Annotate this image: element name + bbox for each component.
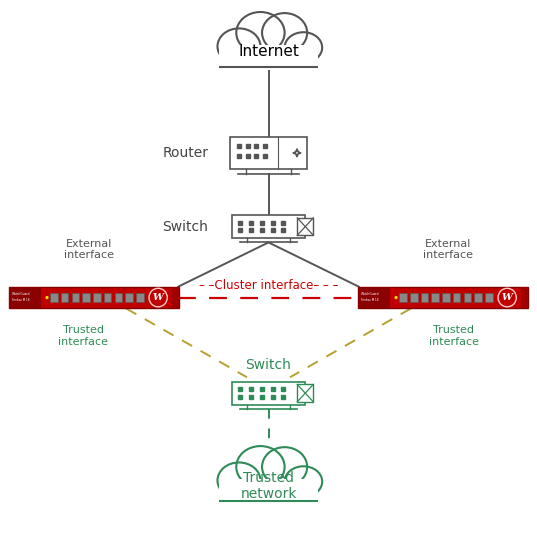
FancyBboxPatch shape: [485, 293, 493, 302]
Text: Internet: Internet: [238, 44, 299, 60]
FancyBboxPatch shape: [61, 293, 68, 302]
Ellipse shape: [236, 12, 285, 54]
Text: Trusted
network: Trusted network: [240, 471, 297, 501]
FancyBboxPatch shape: [219, 45, 318, 68]
FancyBboxPatch shape: [230, 137, 307, 169]
FancyBboxPatch shape: [359, 287, 390, 308]
Ellipse shape: [217, 28, 260, 64]
Ellipse shape: [262, 447, 307, 486]
FancyBboxPatch shape: [219, 479, 318, 502]
FancyBboxPatch shape: [93, 293, 101, 302]
FancyBboxPatch shape: [521, 287, 527, 308]
Text: Trusted
interface: Trusted interface: [58, 325, 108, 347]
Ellipse shape: [394, 296, 397, 299]
FancyBboxPatch shape: [136, 293, 143, 302]
Text: Router: Router: [162, 146, 208, 160]
Ellipse shape: [285, 32, 322, 63]
FancyBboxPatch shape: [217, 48, 320, 70]
Text: Trusted
interface: Trusted interface: [429, 325, 479, 347]
Text: Firebox M 18: Firebox M 18: [361, 298, 379, 302]
FancyBboxPatch shape: [50, 293, 57, 302]
Ellipse shape: [262, 13, 307, 52]
FancyBboxPatch shape: [442, 293, 450, 302]
Ellipse shape: [285, 466, 322, 497]
FancyBboxPatch shape: [172, 287, 178, 308]
FancyBboxPatch shape: [71, 293, 79, 302]
Text: WatchGuard: WatchGuard: [361, 292, 380, 296]
Text: – –Cluster interface– – –: – –Cluster interface– – –: [199, 279, 338, 292]
Ellipse shape: [217, 462, 260, 498]
FancyBboxPatch shape: [114, 293, 122, 302]
Text: Switch: Switch: [245, 358, 292, 372]
FancyBboxPatch shape: [104, 293, 112, 302]
FancyBboxPatch shape: [464, 293, 471, 302]
FancyBboxPatch shape: [232, 215, 305, 238]
Ellipse shape: [45, 296, 48, 299]
FancyBboxPatch shape: [359, 287, 527, 308]
FancyBboxPatch shape: [400, 293, 407, 302]
FancyBboxPatch shape: [475, 293, 482, 302]
Text: W: W: [153, 293, 164, 302]
Text: Firebox M 18: Firebox M 18: [12, 298, 30, 302]
Text: WatchGuard: WatchGuard: [12, 292, 31, 296]
Circle shape: [498, 288, 516, 307]
FancyBboxPatch shape: [410, 293, 418, 302]
FancyBboxPatch shape: [421, 293, 429, 302]
FancyBboxPatch shape: [297, 384, 314, 402]
FancyBboxPatch shape: [82, 293, 90, 302]
Text: External
interface: External interface: [63, 239, 114, 260]
FancyBboxPatch shape: [432, 293, 439, 302]
Ellipse shape: [236, 446, 285, 488]
FancyBboxPatch shape: [125, 293, 133, 302]
Text: External
interface: External interface: [423, 239, 474, 260]
FancyBboxPatch shape: [217, 482, 320, 504]
FancyBboxPatch shape: [453, 293, 461, 302]
FancyBboxPatch shape: [232, 382, 305, 405]
FancyBboxPatch shape: [9, 287, 40, 308]
Text: W: W: [502, 293, 513, 302]
FancyBboxPatch shape: [9, 287, 178, 308]
Text: Switch: Switch: [162, 219, 208, 234]
Circle shape: [149, 288, 168, 307]
FancyBboxPatch shape: [297, 218, 314, 235]
